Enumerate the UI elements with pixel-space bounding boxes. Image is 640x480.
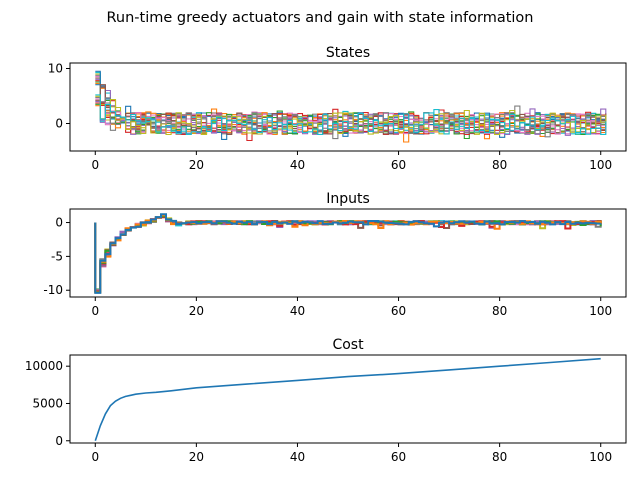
x-tick-label: 100 xyxy=(589,450,612,464)
x-tick-label: 20 xyxy=(189,158,204,172)
states-axes: States 0 20 40 60 80 100 0 10 xyxy=(48,45,627,172)
x-tick-label: 100 xyxy=(589,158,612,172)
panel-title: Cost xyxy=(332,337,364,353)
x-tick-label: 80 xyxy=(492,304,507,318)
x-tick-label: 40 xyxy=(290,304,305,318)
input-series-line xyxy=(94,213,602,294)
x-tick-label: 60 xyxy=(391,304,406,318)
x-tick-label: 40 xyxy=(290,450,305,464)
x-tick-label: 20 xyxy=(189,304,204,318)
x-tick-label: 0 xyxy=(91,158,99,172)
x-tick-label: 0 xyxy=(91,304,99,318)
y-tick-label: -10 xyxy=(43,283,63,297)
x-tick-label: 60 xyxy=(391,450,406,464)
y-tick-label: 10 xyxy=(48,62,63,76)
x-tick-label: 80 xyxy=(492,158,507,172)
input-series-line xyxy=(94,215,602,292)
x-tick-label: 40 xyxy=(290,158,305,172)
y-tick-label: 0 xyxy=(55,434,63,448)
x-tick-label: 60 xyxy=(391,158,406,172)
input-series-line xyxy=(94,214,602,293)
plot-area xyxy=(94,213,602,294)
cost-axes: Cost 0 20 40 60 80 100 0 5000 10000 xyxy=(25,337,627,464)
plot-area xyxy=(95,70,607,143)
cost-series-line xyxy=(94,357,601,442)
y-tick-label: 0 xyxy=(55,216,63,230)
panel-title: Inputs xyxy=(326,191,370,207)
input-series-line xyxy=(94,215,602,294)
input-series-line xyxy=(94,213,602,291)
x-tick-label: 20 xyxy=(189,450,204,464)
plot-area xyxy=(94,357,601,442)
axes-frame xyxy=(69,208,627,298)
x-tick-label: 0 xyxy=(91,450,99,464)
input-series-line xyxy=(94,216,601,293)
state-series-line xyxy=(95,94,607,136)
axes-frame xyxy=(69,62,627,152)
x-tick-label: 80 xyxy=(492,450,507,464)
y-tick-label: 5000 xyxy=(32,396,63,410)
y-tick-label: -5 xyxy=(51,249,63,263)
inputs-axes: Inputs 0 20 40 60 80 100 -10 -5 0 xyxy=(43,191,627,318)
y-tick-label: 10000 xyxy=(25,359,63,373)
y-tick-label: 0 xyxy=(55,117,63,131)
figure-suptitle: Run-time greedy actuators and gain with … xyxy=(107,10,534,26)
axes-frame xyxy=(69,354,627,444)
input-series-line xyxy=(94,214,602,294)
panel-title: States xyxy=(326,45,370,61)
state-series-line xyxy=(95,95,607,136)
input-series-line xyxy=(94,215,602,291)
input-series-line xyxy=(94,216,602,292)
x-tick-label: 100 xyxy=(589,304,612,318)
input-series-line xyxy=(94,214,602,291)
